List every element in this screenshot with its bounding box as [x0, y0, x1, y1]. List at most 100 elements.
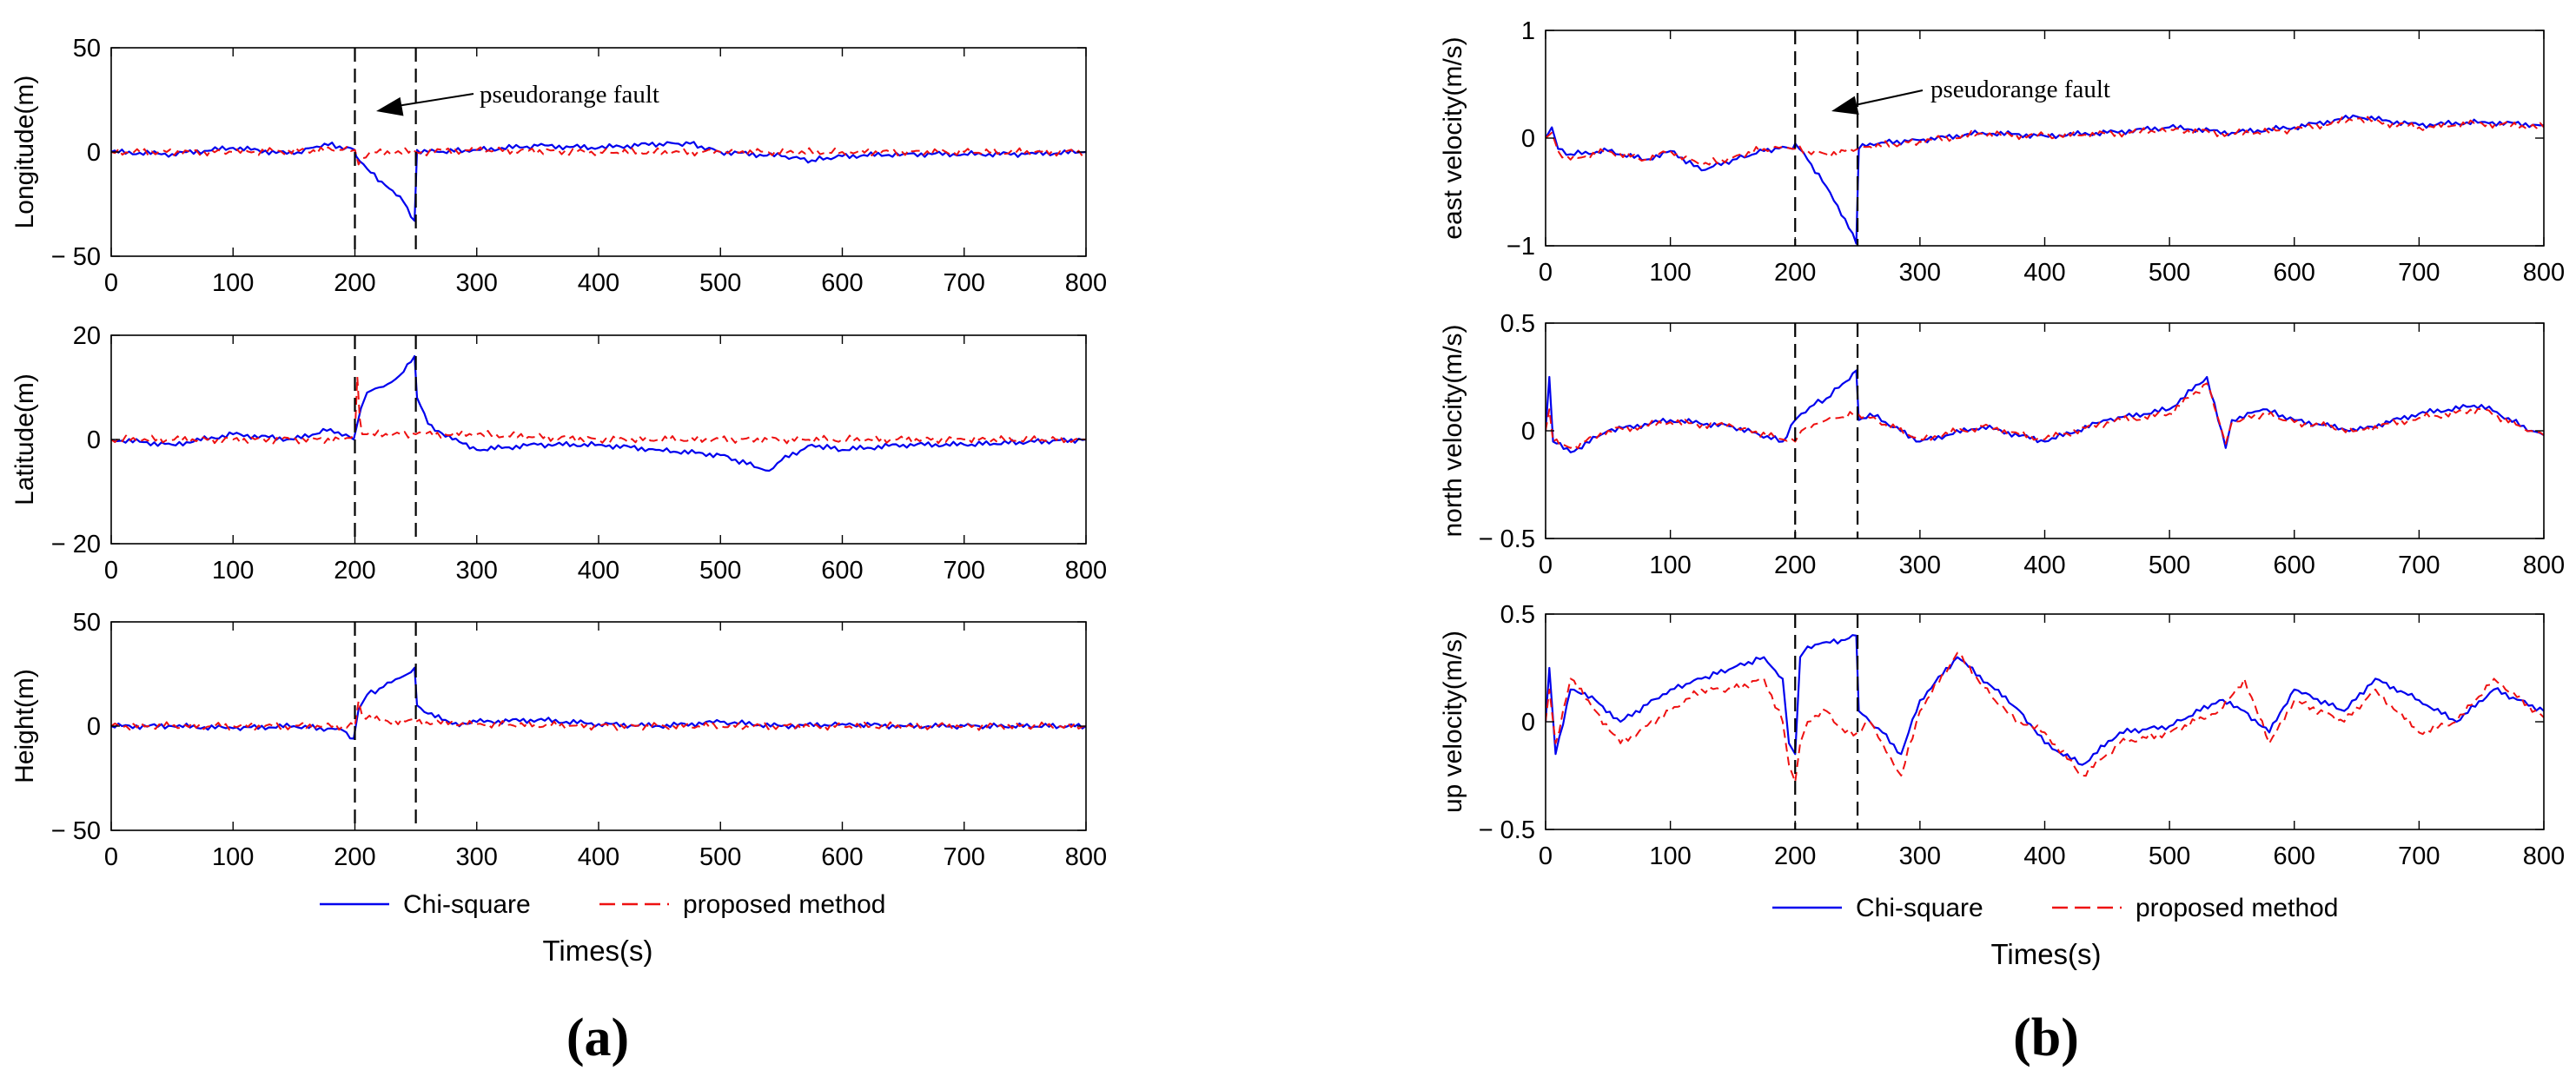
- x-tick-label: 200: [334, 557, 375, 585]
- y-tick-label: 0.5: [1500, 601, 1535, 629]
- x-tick-label: 100: [212, 269, 254, 297]
- x-tick-label: 700: [2398, 842, 2440, 870]
- x-tick-label: 300: [456, 557, 498, 585]
- x-tick-label: 700: [944, 557, 985, 585]
- chi-square-line: [1546, 634, 2544, 766]
- y-tick-label: − 0.5: [1479, 525, 1535, 553]
- y-axis-label: up velocity(m/s): [1439, 631, 1467, 813]
- x-tick-label: 300: [456, 843, 498, 871]
- y-tick-label: − 50: [51, 243, 101, 271]
- proposed-method-line: [1546, 116, 2544, 166]
- x-tick-label: 200: [334, 269, 375, 297]
- x-tick-label: 0: [104, 557, 118, 585]
- y-tick-label: 50: [73, 35, 101, 63]
- annotation-arrow-head-icon: [1831, 96, 1859, 116]
- y-tick-label: 0: [1521, 418, 1535, 446]
- y-tick-label: 1: [1521, 17, 1535, 45]
- x-tick-label: 600: [2274, 552, 2315, 579]
- chi-square-line: [111, 354, 1086, 472]
- series-group: [111, 354, 1086, 472]
- x-tick-label: 100: [1649, 842, 1691, 870]
- x-tick-label: 200: [1774, 552, 1816, 579]
- annotation-text: pseudorange fault: [1930, 76, 2110, 103]
- x-tick-label: 0: [1539, 842, 1553, 870]
- caption-panel_a: (a): [566, 1008, 629, 1067]
- y-tick-label: 0: [87, 139, 101, 167]
- y-axis-label: Height(m): [10, 669, 39, 783]
- y-tick-label: 0: [1521, 125, 1535, 153]
- x-axis-label-panel_a: Times(s): [542, 935, 652, 967]
- x-tick-label: 0: [1539, 552, 1553, 579]
- legend-chi-square-label: Chi-square: [403, 890, 531, 919]
- x-tick-label: 300: [1899, 842, 1941, 870]
- y-axis-label: north velocity(m/s): [1439, 324, 1467, 537]
- x-tick-label: 600: [821, 269, 863, 297]
- annotation-text: pseudorange fault: [480, 81, 659, 109]
- axes-frame: [1545, 613, 2545, 830]
- x-tick-label: 500: [2149, 259, 2190, 287]
- axes-frame: [110, 334, 1087, 545]
- annotation-arrow-shaft: [391, 93, 474, 108]
- x-tick-label: 700: [944, 843, 985, 871]
- x-tick-label: 400: [2023, 552, 2065, 579]
- pseudorange-fault-annotation: pseudorange fault: [1831, 76, 2110, 116]
- x-tick-label: 600: [2274, 259, 2315, 287]
- y-tick-label: 0: [87, 426, 101, 454]
- series-group: [1546, 369, 2544, 453]
- x-tick-label: 200: [1774, 842, 1816, 870]
- chi-square-line: [1546, 114, 2544, 245]
- legend-panel_b: Chi-square proposed method: [1772, 894, 2339, 922]
- y-tick-label: − 50: [51, 817, 101, 845]
- x-tick-label: 600: [821, 843, 863, 871]
- annotation-arrow-head-icon: [376, 96, 404, 116]
- x-tick-label: 500: [2149, 552, 2190, 579]
- x-tick-label: 400: [2023, 259, 2065, 287]
- series-group: [1546, 114, 2544, 245]
- x-tick-label: 100: [212, 843, 254, 871]
- legend-chi-square-label: Chi-square: [1856, 894, 1983, 922]
- y-tick-label: − 0.5: [1479, 816, 1535, 844]
- x-tick-label: 500: [699, 557, 741, 585]
- y-tick-label: 0: [1521, 709, 1535, 737]
- x-tick-label: 700: [2398, 259, 2440, 287]
- x-tick-label: 100: [212, 557, 254, 585]
- x-tick-label: 500: [699, 269, 741, 297]
- x-axis-label-panel_b: Times(s): [1990, 938, 2101, 970]
- x-tick-label: 200: [334, 843, 375, 871]
- x-tick-label: 500: [699, 843, 741, 871]
- x-tick-label: 0: [104, 269, 118, 297]
- series-group: [111, 666, 1086, 740]
- x-tick-label: 300: [1899, 552, 1941, 579]
- y-tick-label: 0.5: [1500, 310, 1535, 338]
- legend-panel_a: Chi-square proposed method: [320, 890, 886, 919]
- y-axis-label: Latitude(m): [10, 373, 39, 505]
- proposed-method-line: [1546, 651, 2544, 783]
- axes-frame: [1545, 30, 2545, 247]
- x-tick-label: 800: [1065, 557, 1107, 585]
- x-tick-label: 600: [2274, 842, 2315, 870]
- pseudorange-fault-annotation: pseudorange fault: [376, 81, 659, 116]
- annotation-arrow-shaft: [1846, 89, 1924, 108]
- y-tick-label: 50: [73, 609, 101, 637]
- x-tick-label: 300: [1899, 259, 1941, 287]
- x-tick-label: 700: [944, 269, 985, 297]
- proposed-method-line: [111, 376, 1086, 445]
- x-tick-label: 700: [2398, 552, 2440, 579]
- x-tick-label: 100: [1649, 552, 1691, 579]
- x-tick-label: 0: [1539, 259, 1553, 287]
- x-tick-label: 400: [578, 269, 619, 297]
- legend-proposed-label: proposed method: [2136, 894, 2339, 922]
- y-axis-label: Longitude(m): [10, 76, 39, 229]
- y-tick-label: 0: [87, 713, 101, 741]
- series-group: [111, 141, 1086, 222]
- y-tick-label: −1: [1507, 233, 1535, 261]
- y-tick-label: 20: [73, 322, 101, 350]
- x-tick-label: 500: [2149, 842, 2190, 870]
- x-tick-label: 200: [1774, 259, 1816, 287]
- x-tick-label: 0: [104, 843, 118, 871]
